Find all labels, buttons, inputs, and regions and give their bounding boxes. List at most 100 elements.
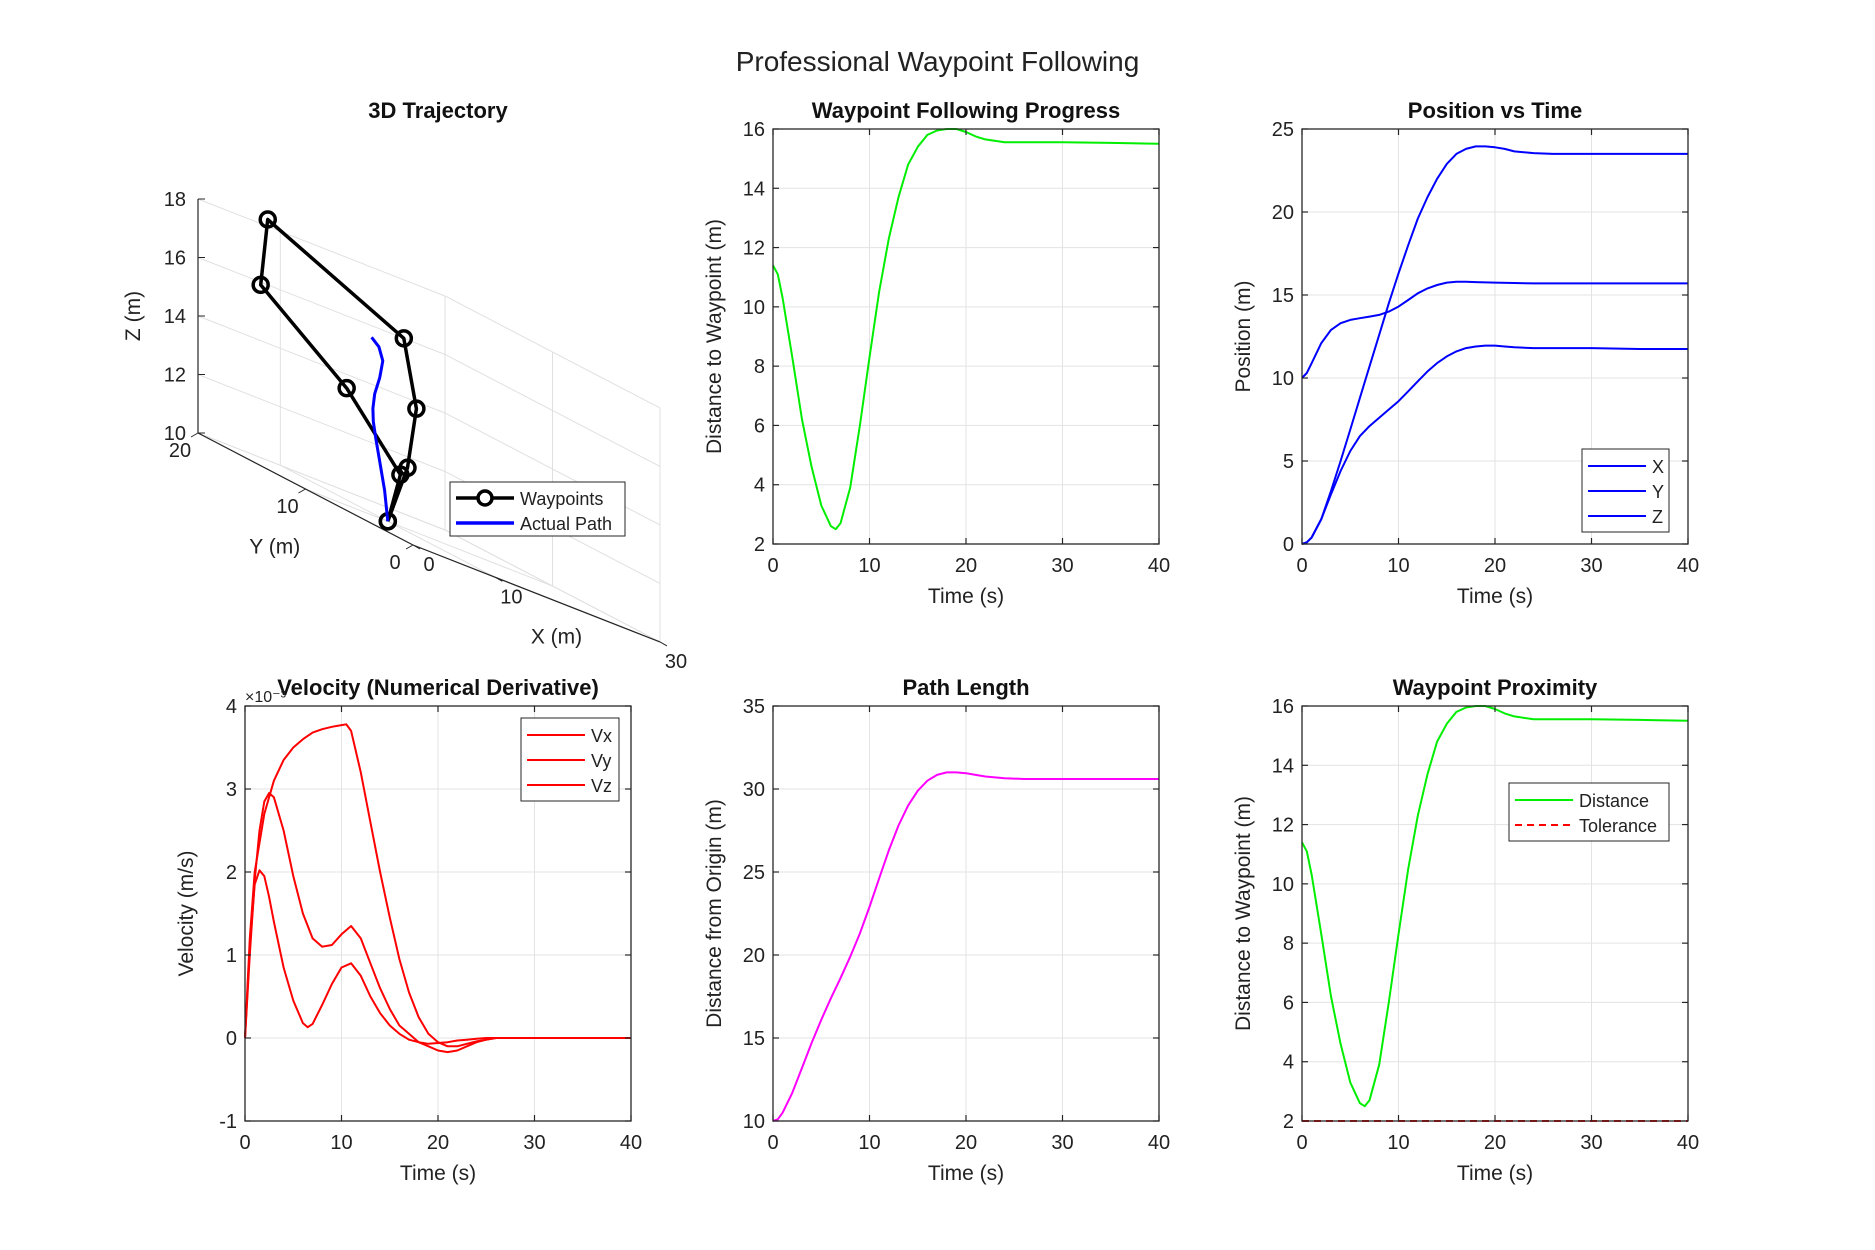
x-tick-label: 20	[1484, 555, 1506, 577]
x-axis-line	[412, 544, 661, 643]
x-axis-label: Time (s)	[928, 1162, 1004, 1185]
y-tick-label: 15	[743, 1028, 765, 1050]
x-tick-label: 20	[955, 1132, 977, 1154]
y-tick-label: 0	[389, 552, 400, 574]
grid-line-wall	[197, 257, 446, 355]
y-tick-label: 12	[743, 238, 765, 260]
y-tick-label: 1	[226, 945, 237, 967]
x-tick	[412, 544, 421, 550]
legend-label: Z	[1652, 507, 1663, 527]
y-tick-label: -1	[219, 1111, 237, 1133]
series-line-waypoints	[258, 217, 419, 522]
chart-title: Path Length	[902, 675, 1029, 700]
chart-title: Position vs Time	[1408, 98, 1582, 123]
legend: Vx Vy Vz	[520, 717, 620, 802]
series-line-actual-path	[370, 336, 390, 522]
y-tick-label: 20	[169, 440, 191, 462]
series-line-0	[772, 771, 1159, 1122]
y-tick	[405, 544, 414, 550]
y-tick-label: 6	[1283, 992, 1294, 1014]
y-tick-label: 8	[1283, 933, 1294, 955]
x-tick-label: 10	[858, 1132, 880, 1154]
y-tick-label: 0	[226, 1028, 237, 1050]
y-tick-label: 10	[743, 297, 765, 319]
y-tick-label: 15	[1272, 285, 1294, 307]
y-tick-label: 2	[226, 862, 237, 884]
chart-title: Velocity (Numerical Derivative)	[277, 675, 599, 700]
y-tick-label: 6	[754, 415, 765, 437]
y-tick-label: 2	[1283, 1111, 1294, 1133]
x-tick-label: 10	[858, 555, 880, 577]
y-tick-label: 25	[743, 862, 765, 884]
z-tick-label: 14	[164, 306, 186, 328]
x-tick-label: 30	[1580, 555, 1602, 577]
legend-label: Vx	[591, 726, 612, 746]
waypoint-marker	[258, 210, 277, 229]
y-tick-label: 14	[743, 178, 765, 200]
y-exponent-label: ×10⁻³	[245, 689, 287, 706]
x-tick-label: 0	[767, 1132, 778, 1154]
chart-proximity: 0 10 20 30 40 2 4 6 8 10 12 14 16 Time (s) Distance to…	[1232, 675, 1699, 1185]
x-tick-label: 20	[427, 1132, 449, 1154]
x-tick-label: 10	[330, 1132, 352, 1154]
y-axis-label: Position (m)	[1232, 280, 1255, 392]
legend-label: Vz	[591, 776, 612, 796]
y-tick-label: 3	[226, 779, 237, 801]
y-tick-label: 20	[1272, 202, 1294, 224]
y-tick-label: 10	[743, 1111, 765, 1133]
series-line-y	[1301, 280, 1688, 379]
y-tick	[298, 488, 306, 494]
waypoint-marker	[251, 275, 270, 295]
y-tick-label: 25	[1272, 119, 1294, 141]
z-axis-label: Z (m)	[122, 291, 145, 341]
x-tick-label: 30	[523, 1132, 545, 1154]
series-line-z	[1301, 344, 1688, 545]
x-tick-label: 40	[1148, 555, 1170, 577]
legend-label: Waypoints	[520, 489, 603, 509]
y-tick-label: 10	[276, 496, 298, 518]
x-tick-label: 10	[500, 586, 522, 608]
y-tick-label: 10	[1272, 368, 1294, 390]
waypoint-marker	[391, 465, 410, 484]
figure-title: Professional Waypoint Following	[735, 46, 1140, 77]
series-line-vz	[244, 869, 631, 1045]
y-tick-label: 14	[1272, 755, 1294, 777]
y-tick	[190, 432, 199, 438]
x-axis-label: X (m)	[531, 625, 582, 648]
grid-line-wall	[444, 354, 661, 467]
legend-box	[449, 481, 626, 537]
grid-line-wall	[197, 432, 446, 531]
y-tick-label: 4	[226, 696, 237, 718]
legend-marker	[476, 489, 494, 507]
x-tick-label: 30	[1580, 1132, 1602, 1154]
x-axis-label: Time (s)	[1457, 585, 1533, 608]
series-line-x	[1301, 145, 1688, 545]
series-line-0	[772, 128, 1160, 531]
x-tick-label: 10	[1387, 555, 1409, 577]
z-tick-label: 18	[164, 189, 186, 211]
chart-position: 0 10 20 30 40 0 5 10 15 20 25 Time (s) Position (m) P…	[1232, 98, 1699, 608]
x-axis-label: Time (s)	[1457, 1162, 1533, 1185]
y-tick-label: 8	[754, 356, 765, 378]
chart-title: Waypoint Proximity	[1393, 675, 1598, 700]
legend-label: Tolerance	[1579, 816, 1657, 836]
grid-line-wall	[197, 374, 446, 472]
waypoint-marker	[337, 378, 356, 398]
y-axis-label: Distance from Origin (m)	[703, 799, 726, 1028]
legend: XYZ	[1581, 448, 1670, 533]
legend-label: Vy	[591, 751, 611, 771]
series-line-vy	[244, 792, 631, 1054]
x-tick-label: 0	[1296, 1132, 1307, 1154]
x-axis-label: Time (s)	[400, 1162, 476, 1185]
chart-title: 3D Trajectory	[368, 98, 508, 123]
x-tick-label: 40	[1148, 1132, 1170, 1154]
legend-label: X	[1652, 457, 1664, 477]
y-axis-label: Y (m)	[249, 535, 300, 558]
x-tick-label: 0	[239, 1132, 250, 1154]
waypoint-marker	[394, 329, 414, 348]
y-tick-label: 16	[743, 119, 765, 141]
x-tick-label: 30	[665, 651, 687, 673]
grid-line-floor	[305, 488, 553, 587]
